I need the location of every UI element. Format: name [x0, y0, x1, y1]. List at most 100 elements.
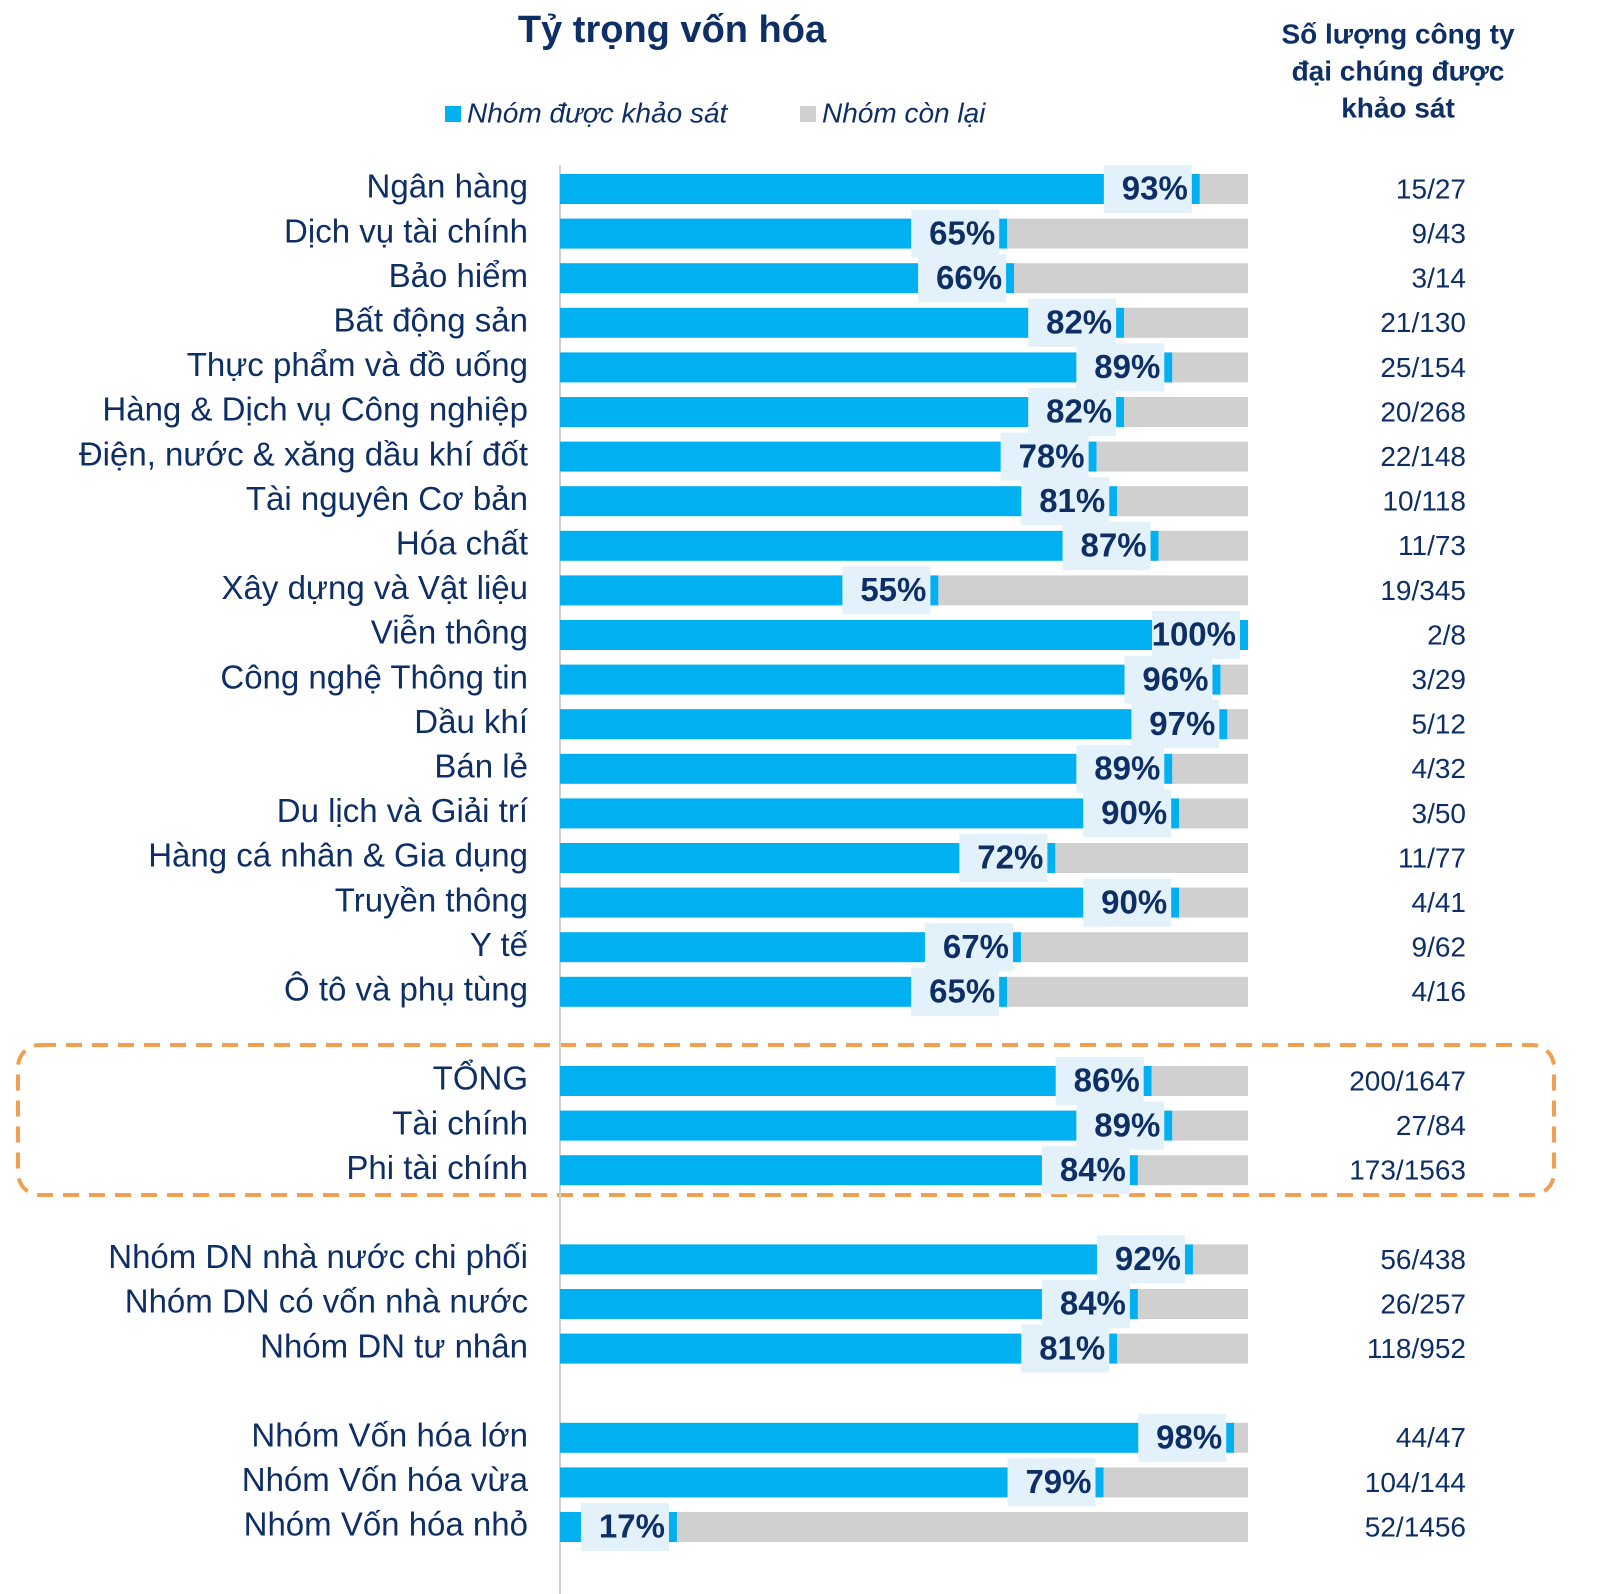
count-label: 11/77: [1398, 842, 1466, 873]
category-label: Du lịch và Giải trí: [277, 792, 528, 829]
bar-segment: [1124, 307, 1248, 338]
category-label: Nhóm Vốn hóa lớn: [251, 1417, 528, 1454]
data-label: 86%: [1074, 1062, 1140, 1099]
count-label: 20/268: [1380, 396, 1466, 427]
count-label: 10/118: [1382, 486, 1466, 517]
data-label: 96%: [1142, 660, 1208, 697]
category-label: Tài chính: [392, 1104, 528, 1141]
bar-segment: [1055, 843, 1248, 873]
bar-segment: [1199, 174, 1248, 204]
bar-segment: [1014, 263, 1248, 294]
category-label: Viễn thông: [371, 614, 528, 651]
data-label: 84%: [1060, 1285, 1126, 1322]
bar-segment: [1172, 753, 1248, 784]
count-label: 4/32: [1412, 753, 1467, 784]
bar-segment: [560, 1244, 1193, 1275]
category-label: Hóa chất: [396, 525, 528, 562]
bar-segment: [1137, 1289, 1248, 1319]
category-label: Xây dựng và Vật liệu: [222, 569, 528, 606]
counts-title: đại chúng được: [1292, 55, 1505, 86]
data-label: 81%: [1039, 1329, 1105, 1366]
count-label: 2/8: [1427, 619, 1466, 650]
data-label-bg: [1083, 878, 1172, 927]
data-label-bg: [1007, 1458, 1096, 1507]
category-label: Ngân hàng: [367, 168, 528, 205]
data-label: 100%: [1152, 616, 1236, 653]
bar-segment: [1220, 664, 1248, 695]
data-label-bg: [1103, 165, 1192, 213]
bar-segment: [560, 352, 1173, 383]
data-label-bg: [1021, 477, 1110, 526]
data-label: 93%: [1122, 170, 1188, 207]
data-label-bg: [1076, 1101, 1165, 1150]
bar-segment: [560, 753, 1173, 784]
legend-label: Nhóm được khảo sát: [467, 97, 729, 128]
category-label: Bất động sản: [334, 302, 529, 339]
data-label: 65%: [929, 214, 995, 251]
count-label: 44/47: [1396, 1422, 1466, 1453]
legend-label: Nhóm còn lại: [822, 97, 986, 128]
category-label: Phi tài chính: [346, 1149, 528, 1186]
count-label: 52/1456: [1365, 1511, 1466, 1542]
count-label: 15/27: [1396, 173, 1466, 204]
data-label: 87%: [1080, 527, 1146, 564]
category-label: Hàng & Dịch vụ Công nghiệp: [102, 391, 528, 428]
bar-segment: [1158, 530, 1248, 561]
data-label-bg: [1124, 655, 1213, 704]
count-label: 5/12: [1412, 709, 1467, 740]
category-label: Nhóm DN nhà nước chi phối: [108, 1238, 528, 1275]
category-label: Dầu khí: [414, 703, 528, 740]
data-label: 79%: [1025, 1463, 1091, 1500]
data-label: 65%: [929, 973, 995, 1010]
count-label: 118/952: [1367, 1333, 1466, 1364]
data-label: 89%: [1094, 1106, 1160, 1143]
data-label-bg: [1076, 343, 1165, 392]
legend-swatch: [800, 106, 816, 122]
data-label-bg: [924, 923, 1013, 972]
count-label: 27/84: [1396, 1110, 1466, 1141]
count-label: 173/1563: [1349, 1155, 1466, 1186]
data-label-bg: [1096, 1235, 1185, 1284]
bar-segment: [560, 798, 1180, 829]
data-label-bg: [1041, 1280, 1130, 1328]
bar-segment: [1007, 218, 1248, 249]
bar-segment: [676, 1512, 1248, 1542]
count-label: 19/345: [1380, 575, 1466, 606]
bar-segment: [560, 1110, 1173, 1141]
data-label-bg: [1076, 744, 1165, 793]
count-label: 22/148: [1380, 441, 1466, 472]
data-label: 66%: [936, 259, 1002, 296]
category-label: Điện, nước & xăng dầu khí đốt: [79, 435, 528, 472]
data-label: 82%: [1046, 304, 1112, 341]
data-label-bg: [1062, 521, 1151, 570]
data-label-bg: [918, 254, 1007, 303]
bar-segment: [1179, 887, 1248, 918]
count-label: 26/257: [1380, 1288, 1466, 1319]
category-label: Nhóm DN có vốn nhà nước: [125, 1283, 528, 1320]
bar-segment: [1007, 976, 1248, 1007]
bar-segment: [560, 1289, 1138, 1319]
bar-segment: [1227, 709, 1248, 740]
category-label: Nhóm DN tư nhân: [260, 1327, 528, 1364]
data-label-bg: [1152, 611, 1240, 659]
category-label: Công nghệ Thông tin: [220, 658, 528, 695]
bar-segment: [560, 530, 1159, 561]
count-label: 3/50: [1412, 798, 1467, 829]
data-label: 72%: [977, 839, 1043, 876]
category-label: TỔNG: [433, 1060, 528, 1097]
bar-segment: [560, 1422, 1235, 1453]
bar-segment: [560, 1066, 1152, 1096]
data-label: 84%: [1060, 1151, 1126, 1188]
bar-segment: [560, 1155, 1138, 1186]
counts-title: Số lượng công ty: [1281, 18, 1514, 49]
counts-title: khảo sát: [1341, 92, 1455, 123]
category-label: Nhóm Vốn hóa nhỏ: [244, 1506, 528, 1543]
bar-segment: [560, 709, 1228, 740]
data-label-bg: [842, 566, 931, 615]
bar-segment: [1124, 397, 1248, 427]
data-label-bg: [1131, 700, 1220, 749]
data-label: 97%: [1149, 705, 1215, 742]
data-label: 55%: [860, 571, 926, 608]
category-label: Y tế: [470, 926, 528, 963]
